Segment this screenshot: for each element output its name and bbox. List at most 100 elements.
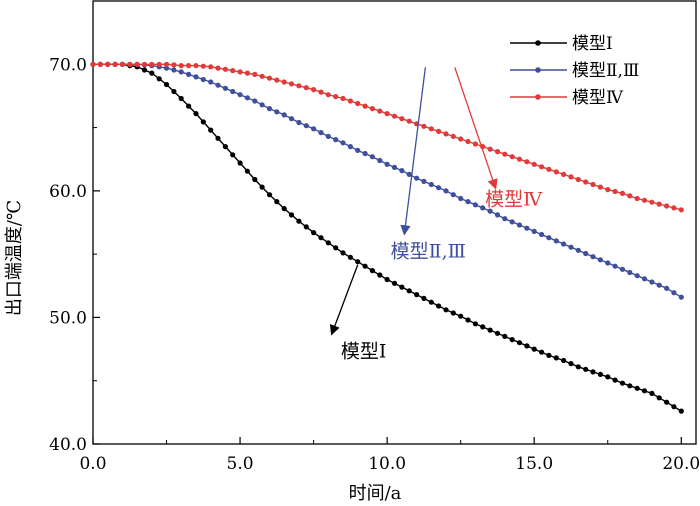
data-point [266,106,273,112]
series-3 [90,61,684,213]
data-point [230,68,236,74]
data-point [384,161,390,167]
data-point [546,235,552,241]
data-point [531,346,537,352]
plot-frame [92,0,697,445]
data-point [509,219,515,225]
data-point [627,193,633,199]
data-point [480,205,486,211]
data-point [134,61,140,67]
data-point [590,181,596,188]
data-point [605,374,611,380]
data-point [347,144,353,150]
data-point [163,81,170,88]
legend-swatch-marker [535,67,541,73]
y-tick-label: 40.0 [49,435,87,455]
data-point [222,85,228,91]
data-point [141,61,148,67]
series-line [93,63,682,412]
data-point [502,151,508,157]
data-point [244,168,250,174]
data-point [362,263,368,269]
data-point [200,119,206,125]
data-point [222,66,228,72]
series-line [93,63,682,211]
data-point [561,357,567,364]
data-point [414,292,420,298]
data-point [539,231,545,238]
data-point [605,260,611,266]
data-point [656,395,662,401]
data-point [450,192,456,198]
data-point [325,92,331,98]
annotation-layer: 模型Ⅰ 模型Ⅱ,Ⅲ 模型Ⅳ [329,67,543,362]
data-point [524,343,530,349]
legend-label: 模型Ⅰ [572,34,613,54]
x-axis-title: 时间/a [349,483,402,504]
data-point [553,355,559,361]
data-point [414,175,420,181]
data-point [575,364,581,370]
data-point [244,70,250,76]
data-point [502,216,508,222]
data-point [428,181,434,188]
data-point [333,94,339,100]
data-point [634,273,640,279]
data-point [288,212,295,218]
data-point [597,184,604,190]
data-point [590,369,596,375]
data-point [149,61,155,67]
data-point [421,178,427,184]
data-point [406,118,412,124]
data-point [347,98,353,104]
data-point [369,106,375,112]
data-point [406,171,412,177]
data-point [266,75,273,81]
data-point [487,146,493,152]
data-point [619,380,626,386]
data-point [671,404,677,410]
data-point [612,377,618,383]
data-point [443,188,449,194]
data-point [163,65,170,71]
data-point [252,98,258,104]
data-point [163,61,170,67]
data-point [384,276,390,283]
data-point [288,81,295,87]
data-point [340,95,346,102]
data-point [465,317,471,323]
data-point [421,295,427,301]
data-point [281,206,287,212]
data-point [619,266,626,272]
data-point [377,272,383,278]
data-point [649,279,655,285]
data-point [244,95,250,101]
data-point [458,195,464,202]
data-point [347,254,353,260]
data-point [612,188,618,195]
data-point [303,123,309,129]
data-point [215,65,221,71]
data-point [303,224,309,230]
x-tick-label: 15.0 [515,454,553,474]
data-point [369,154,375,160]
data-point [237,69,243,75]
data-point [318,235,324,241]
data-point [561,241,567,247]
data-point [252,176,258,183]
data-point [509,154,515,160]
data-point [369,268,375,274]
data-point [215,135,221,141]
axis-ticks: 0.0 5.0 10.0 15.0 20.0 40.0 50.0 60.0 70.0 [49,0,700,474]
data-point [311,126,317,132]
data-point [516,222,523,228]
data-point [171,62,177,68]
data-point [230,88,236,95]
data-point [619,190,626,196]
data-point [237,160,243,166]
legend-label: 模型Ⅳ [572,88,624,108]
data-point [186,63,192,69]
data-point [458,313,464,319]
data-point [494,330,501,336]
data-point [664,203,670,209]
